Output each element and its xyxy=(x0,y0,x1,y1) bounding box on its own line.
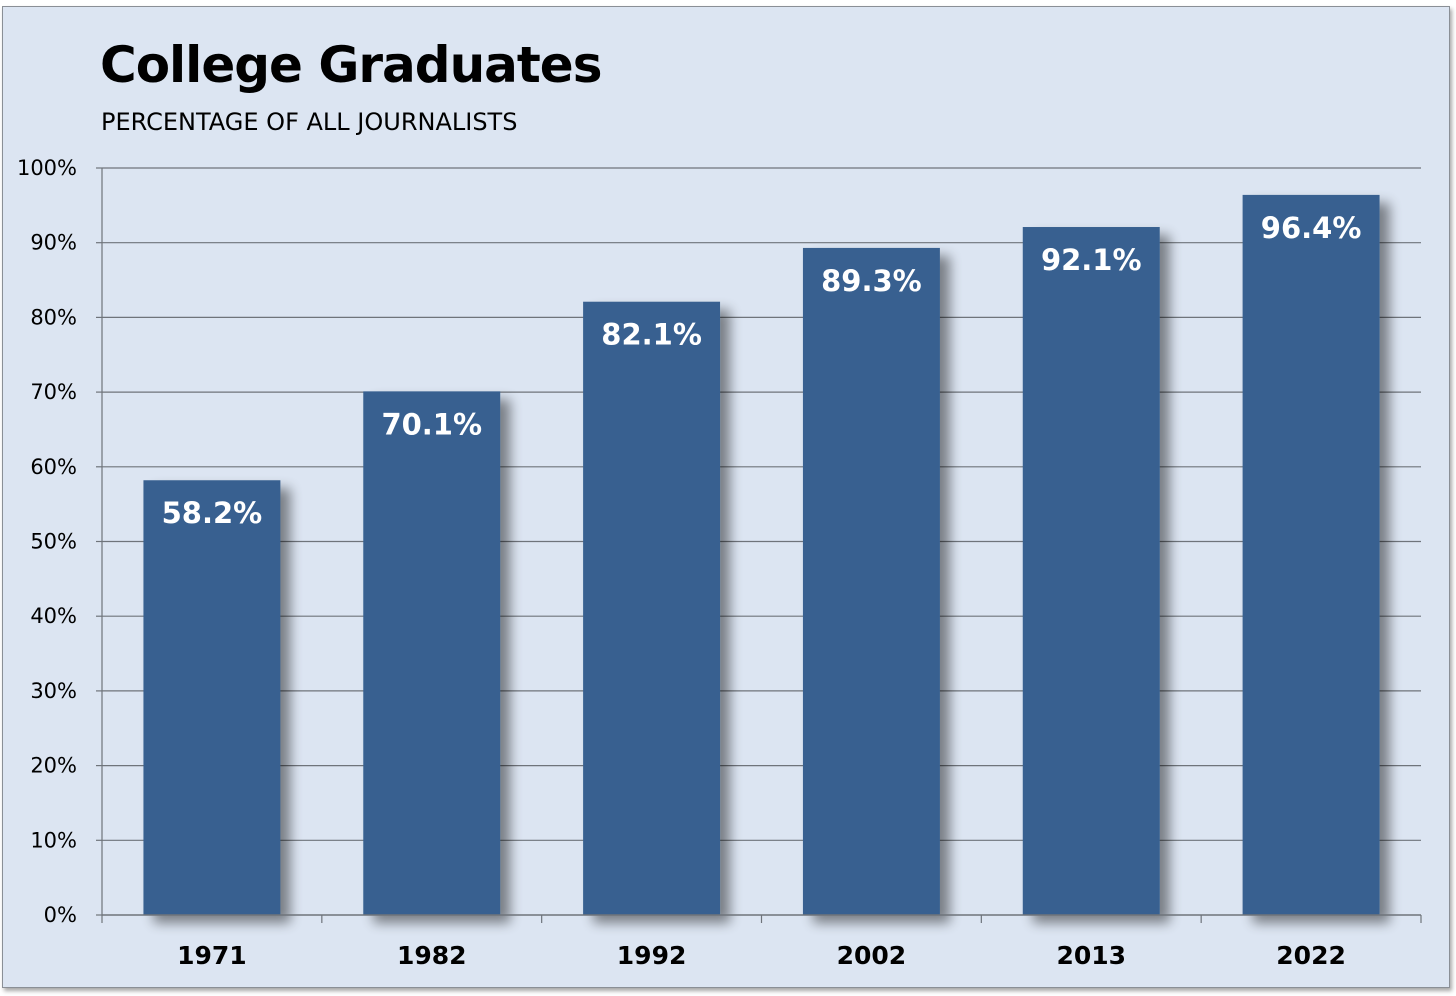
y-tick-label: 60% xyxy=(30,455,77,479)
bars: 58.2% 70.1% 82.1% 89.3% 92.1% 96.4% xyxy=(143,194,1380,916)
x-tick-label: 1982 xyxy=(397,941,467,970)
y-tick-label: 50% xyxy=(30,530,77,554)
x-tick-label: 2002 xyxy=(837,941,907,970)
x-tick-label: 2022 xyxy=(1276,941,1346,970)
bar-group: 92.1% xyxy=(1022,227,1160,915)
x-axis xyxy=(101,168,1422,923)
bar-group: 82.1% xyxy=(583,301,721,915)
y-tick-label: 90% xyxy=(30,231,77,255)
bar xyxy=(802,247,940,915)
y-tick-label: 20% xyxy=(30,754,77,778)
x-tick-label: 1992 xyxy=(617,941,687,970)
bar xyxy=(1242,194,1380,916)
bar-value-label: 92.1% xyxy=(1041,243,1142,277)
x-axis-ticks: 1971 1982 1992 2002 2013 2022 xyxy=(177,941,1346,970)
bar xyxy=(143,480,281,915)
bar-value-label: 58.2% xyxy=(162,496,263,530)
bar xyxy=(1022,227,1160,915)
bar-value-label: 70.1% xyxy=(381,407,482,441)
x-tick-label: 1971 xyxy=(177,941,247,970)
bar-value-label: 82.1% xyxy=(601,318,702,352)
bar xyxy=(583,301,721,915)
y-tick-label: 0% xyxy=(44,903,77,927)
bar-value-label: 96.4% xyxy=(1261,211,1362,245)
chart-title: College Graduates xyxy=(100,36,602,94)
y-tick-label: 70% xyxy=(30,380,77,404)
gridlines xyxy=(102,167,1421,841)
y-tick-label: 40% xyxy=(30,604,77,628)
bar-group: 89.3% xyxy=(802,247,940,915)
y-tick-label: 100% xyxy=(17,156,77,180)
y-axis-ticks: 0% 10% 20% 30% 40% 50% 60% 70% 80% 90% 100% xyxy=(17,156,102,927)
bar xyxy=(363,391,501,915)
y-tick-label: 80% xyxy=(30,305,77,329)
y-tick-label: 10% xyxy=(30,828,77,852)
chart-subtitle: PERCENTAGE OF ALL JOURNALISTS xyxy=(101,108,518,136)
bar-group: 58.2% xyxy=(143,480,281,915)
x-tick-label: 2013 xyxy=(1056,941,1126,970)
y-tick-label: 30% xyxy=(30,679,77,703)
bar-group: 70.1% xyxy=(363,391,501,915)
bar-value-label: 89.3% xyxy=(821,264,922,298)
bar-group: 96.4% xyxy=(1242,194,1380,916)
